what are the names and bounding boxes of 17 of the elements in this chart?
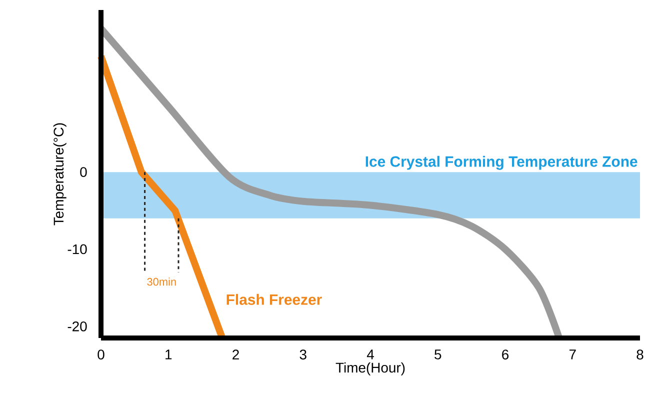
x-tick-label: 6 (502, 350, 509, 360)
y-tick-label: -20 (68, 321, 87, 332)
x-tick-label: 5 (434, 350, 442, 360)
y-tick-label: 0 (80, 167, 87, 178)
x-tick-label: 0 (98, 350, 104, 360)
x-tick-label: 8 (636, 350, 644, 360)
y-tick-label: -10 (68, 244, 87, 254)
annotation: 30min (147, 278, 176, 286)
x-tick-label: 3 (300, 350, 306, 360)
series-label: Flash Freezer (226, 294, 322, 305)
x-axis-title: Time(Hour) (336, 362, 405, 376)
x-tick-label: 1 (166, 350, 172, 360)
x-tick-label: 7 (569, 350, 576, 360)
y-axis-title: Temperature(°C) (53, 123, 66, 226)
band-label: Ice Crystal Forming Temperature Zone (366, 156, 638, 170)
x-tick-label: 4 (366, 350, 374, 360)
x-tick-label: 2 (232, 350, 239, 360)
